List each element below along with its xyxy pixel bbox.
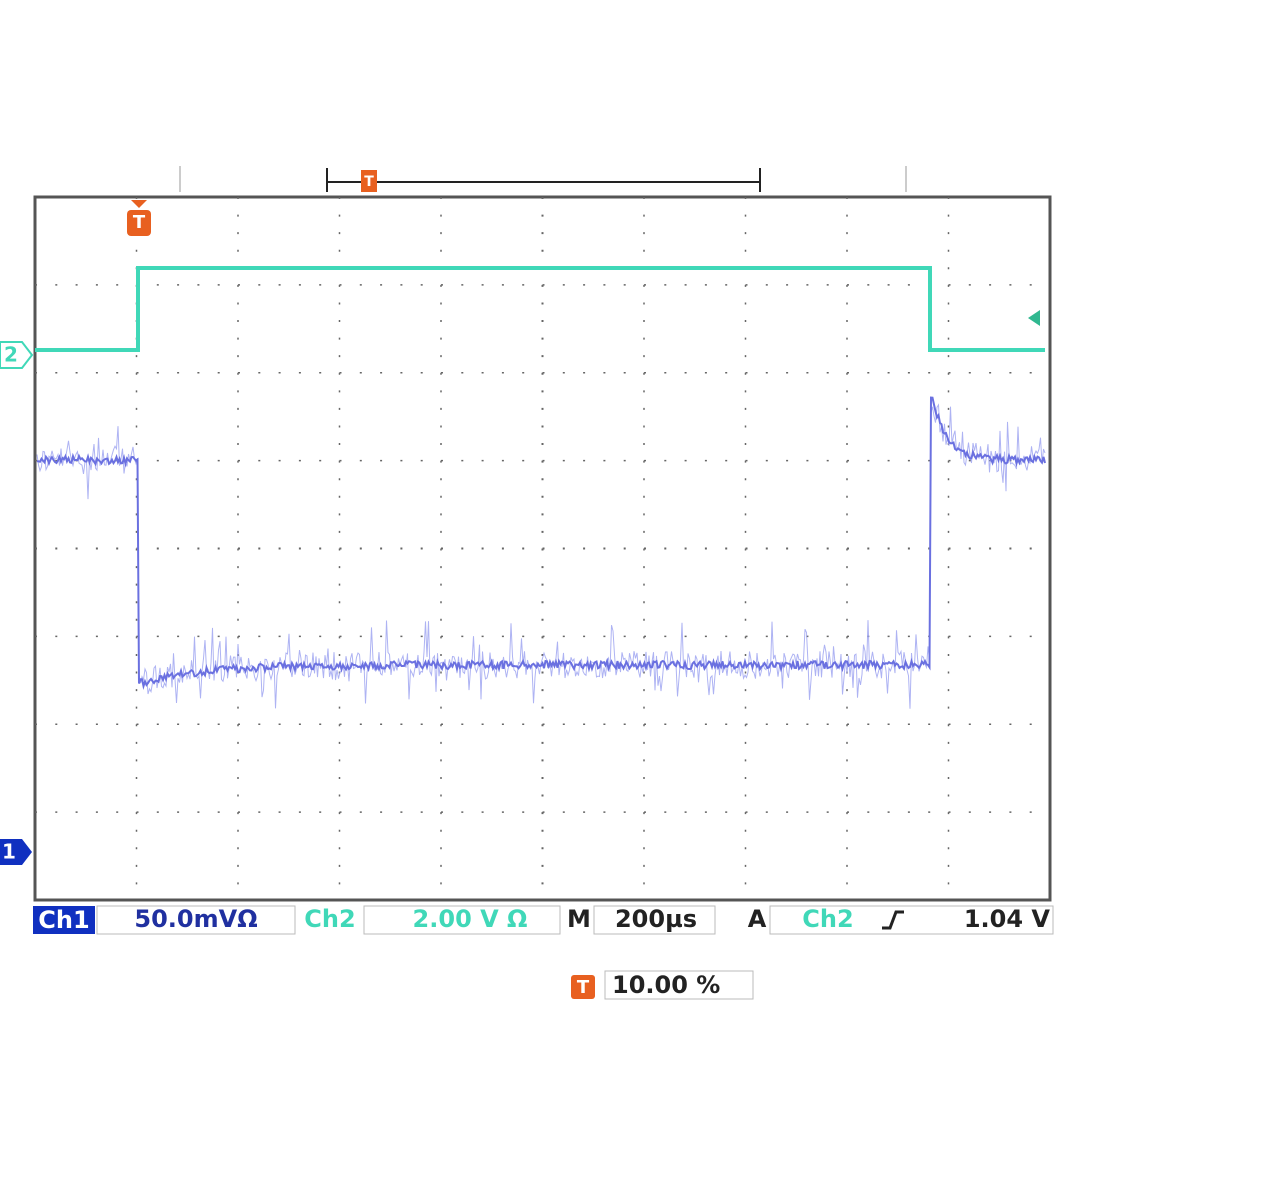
trigger-icon: [127, 210, 151, 236]
ch1-label: Ch1: [38, 906, 89, 934]
record-window: [326, 168, 761, 192]
ch2-marker-label: 2: [4, 343, 18, 367]
ch1-scale: 50.0mVΩ: [134, 905, 257, 933]
trigger-level-marker: [1028, 310, 1040, 326]
trigger-pos-icon: [361, 170, 377, 192]
ch1-noise: [36, 403, 1046, 709]
trigger-position-icon-label: T: [577, 977, 590, 998]
trigger-position-value: 10.00 %: [612, 971, 720, 999]
ch2-trace: [35, 266, 1045, 352]
trigger-arrow: [131, 200, 147, 208]
timebase-box: [593, 905, 716, 935]
trigger-label: T: [133, 212, 146, 233]
trigger-position-box: [604, 970, 754, 1000]
ch2-label: Ch2: [304, 905, 355, 933]
trigger-level: 1.04 V: [964, 905, 1051, 933]
ch2-scale: 2.00 V Ω: [413, 905, 528, 933]
trigger-position-icon: [571, 975, 595, 999]
trigger-pos-label: T: [364, 174, 374, 190]
timebase: 200µs: [615, 905, 697, 933]
trigger-source: Ch2: [802, 905, 853, 933]
trigger-slope-icon: [882, 910, 904, 930]
ch1-marker: [0, 839, 32, 865]
ch2-scale-box: [363, 905, 561, 935]
ch1-mean: [36, 396, 1046, 690]
ch1-label-box: [33, 906, 95, 934]
ch1-marker-label: 1: [2, 840, 16, 864]
graticule: [35, 197, 1050, 900]
ch1-trace: [36, 396, 1046, 709]
ch2-marker: [0, 341, 34, 369]
trigger-box: [769, 905, 1054, 935]
timebase-label: M: [567, 905, 591, 933]
trigger-mode-label: A: [748, 905, 767, 933]
ch1-scale-box: [96, 905, 296, 935]
